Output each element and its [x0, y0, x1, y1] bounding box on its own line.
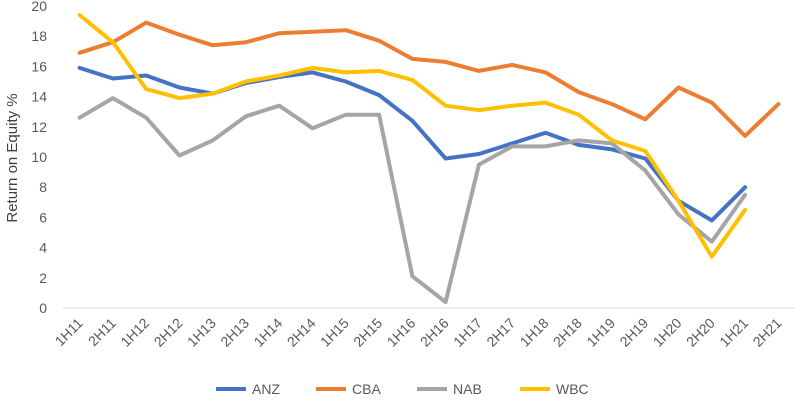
- series-line-cba: [77, 20, 781, 138]
- legend-label-cba: CBA: [352, 381, 381, 397]
- legend: ANZ CBA NAB WBC: [216, 381, 589, 397]
- y-tick-label: 8: [39, 179, 47, 195]
- x-tick-label: 1H15: [317, 315, 352, 350]
- series-line-nab: [77, 96, 748, 304]
- x-tick-label: 2H13: [217, 315, 252, 350]
- y-tick-label: 2: [39, 270, 47, 286]
- y-tick-label: 18: [31, 28, 47, 44]
- y-tick-label: 16: [31, 58, 47, 74]
- series-line-wbc: [77, 13, 748, 259]
- y-tick-label: 4: [39, 240, 47, 256]
- y-tick-label: 10: [31, 149, 47, 165]
- legend-label-anz: ANZ: [252, 381, 280, 397]
- x-tick-label: 2H11: [85, 315, 119, 349]
- y-tick-label: 0: [39, 300, 47, 316]
- y-axis-title: Return on Equity %: [4, 93, 21, 222]
- x-tick-label: 2H14: [284, 315, 319, 350]
- legend-label-wbc: WBC: [556, 381, 589, 397]
- x-tick-label: 2H20: [683, 315, 718, 350]
- x-tick-label: 2H16: [417, 315, 452, 350]
- legend-label-nab: NAB: [453, 381, 482, 397]
- x-tick-label: 2H18: [550, 315, 585, 350]
- x-tick-label: 2H21: [750, 315, 785, 350]
- y-axis-tick-labels: 0 2 4 6 8 10 12 14 16 18 20: [31, 0, 47, 316]
- series-line-anz: [77, 65, 748, 223]
- y-tick-label: 6: [39, 209, 47, 225]
- x-tick-label: 1H14: [250, 315, 285, 350]
- y-tick-label: 20: [31, 0, 47, 14]
- y-tick-label: 14: [31, 89, 47, 105]
- x-tick-label: 2H15: [350, 315, 385, 350]
- y-tick-label: 12: [31, 119, 47, 135]
- x-tick-label: 1H13: [184, 315, 219, 350]
- x-tick-label: 2H19: [616, 315, 651, 350]
- x-tick-label: 1H11: [52, 315, 86, 349]
- x-tick-label: 1H19: [583, 315, 618, 350]
- series-lines: [77, 13, 781, 304]
- x-tick-label: 1H16: [384, 315, 419, 350]
- x-axis-tick-labels: 1H11 2H111H122H121H132H131H142H141H152H15…: [52, 315, 785, 350]
- x-tick-label: 1H17: [450, 315, 485, 350]
- x-tick-label: 1H12: [117, 315, 152, 350]
- x-tick-label: 1H21: [716, 315, 751, 350]
- x-tick-label: 1H20: [650, 315, 685, 350]
- x-tick-label: 2H17: [483, 315, 518, 350]
- x-tick-label: 2H12: [151, 315, 186, 350]
- x-tick-label: 1H18: [517, 315, 552, 350]
